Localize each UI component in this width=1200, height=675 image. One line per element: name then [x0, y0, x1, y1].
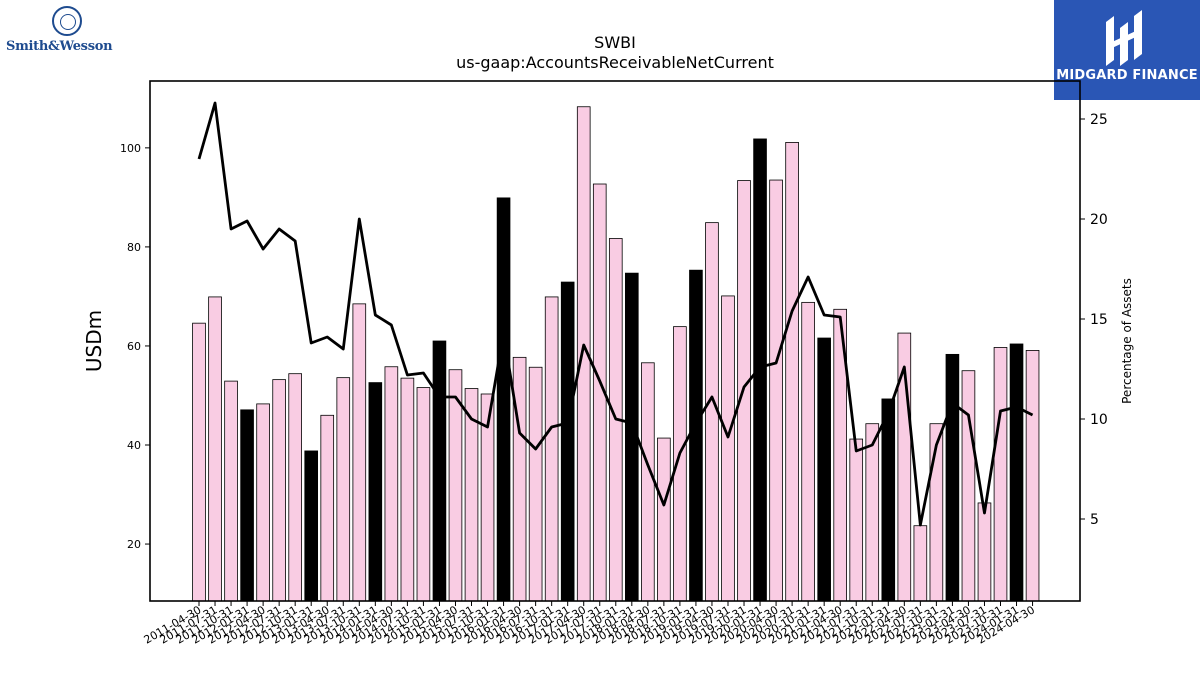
bar-2012-01-31 — [240, 409, 254, 602]
bar-2019-01-31 — [689, 269, 703, 602]
bar-2021-10-31 — [865, 423, 880, 602]
bar-2022-07-31 — [913, 525, 928, 602]
x-axis-ticks: 2011-04-302011-07-312011-10-312012-01-31… — [142, 601, 1037, 647]
y2-tick-label: 25 — [1090, 112, 1108, 128]
midgard-wordmark: MIDGARD FINANCE — [1056, 68, 1198, 83]
bar-series — [192, 106, 1040, 602]
bar-2015-01-31 — [432, 340, 447, 602]
chart-subtitle: us-gaap:AccountsReceivableNetCurrent — [456, 53, 774, 72]
bar-2020-10-31 — [801, 301, 815, 602]
y-tick-label: 60 — [127, 340, 141, 353]
bar-2016-01-31 — [496, 197, 511, 602]
bar-2014-07-31 — [400, 377, 415, 602]
smith-wesson-logo: Smith&Wesson — [6, 6, 128, 58]
axes: 20 40 60 80 100 5 10 15 20 25 — [120, 80, 1108, 602]
y2-tick-label: 20 — [1090, 212, 1108, 228]
bar-2020-04-30 — [769, 179, 783, 602]
bar-2013-10-31 — [352, 303, 367, 602]
bar-2013-01-31 — [304, 450, 319, 602]
bar-2016-07-31 — [528, 366, 543, 602]
bar-2012-10-31 — [288, 373, 302, 602]
bar-2019-07-31 — [721, 295, 735, 602]
y-axis-label: USDm — [82, 310, 106, 372]
plot-frame — [149, 80, 1081, 602]
bar-2023-01-31 — [945, 353, 960, 602]
bar-2011-07-31 — [208, 296, 222, 602]
bar-2012-04-30 — [256, 403, 270, 602]
bar-2018-04-30 — [641, 362, 655, 602]
line-series — [197, 101, 1034, 527]
bar-2020-07-31 — [785, 142, 799, 602]
bar-2014-10-31 — [416, 387, 431, 602]
bar-2023-04-30 — [961, 370, 976, 602]
bar-2012-07-31 — [272, 379, 286, 602]
bar-2018-07-31 — [657, 437, 671, 602]
bar-2014-01-31 — [368, 382, 383, 602]
bar-2021-01-31 — [817, 337, 831, 602]
y-tick-label: 20 — [127, 538, 141, 551]
bar-2016-04-30 — [512, 356, 527, 602]
bar-2022-01-31 — [881, 398, 896, 602]
y-tick-label: 80 — [127, 241, 141, 254]
seal-icon — [52, 6, 82, 36]
bar-2020-01-31 — [753, 138, 767, 602]
smith-wesson-wordmark: Smith&Wesson — [6, 39, 113, 54]
y2-axis-label: Percentage of Assets — [1120, 278, 1134, 404]
bar-2023-10-31 — [993, 347, 1008, 602]
bar-2011-04-30 — [192, 322, 206, 602]
y2-tick-label: 10 — [1090, 412, 1108, 428]
bar-2017-01-31 — [560, 281, 575, 602]
midgard-mark-icon — [1106, 10, 1142, 66]
y2-tick-label: 5 — [1090, 512, 1099, 528]
bar-2016-10-31 — [544, 296, 559, 602]
bar-2011-10-31 — [224, 380, 238, 602]
bar-2024-01-31 — [1009, 343, 1024, 602]
y2-tick-label: 15 — [1090, 312, 1108, 328]
y-tick-label: 100 — [120, 142, 141, 155]
bar-2013-04-30 — [320, 414, 335, 602]
bar-2024-04-30 — [1025, 350, 1040, 602]
bar-2021-07-31 — [849, 438, 864, 602]
bar-2023-07-31 — [977, 502, 992, 602]
midgard-finance-logo: MIDGARD FINANCE — [1054, 0, 1200, 100]
bar-2013-07-31 — [336, 377, 351, 602]
chart-title: SWBI — [594, 33, 636, 52]
bar-2014-04-30 — [384, 366, 399, 602]
y-tick-label: 40 — [127, 439, 141, 452]
